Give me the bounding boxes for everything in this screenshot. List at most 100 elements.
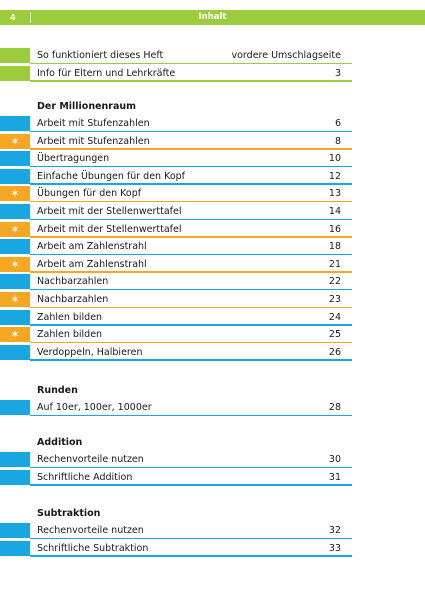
toc-entry[interactable]: Auf 10er, 100er, 1000er 28 (0, 399, 352, 416)
toc-entry-label: So funktioniert dieses Heft (37, 50, 164, 61)
toc-entry-page: 22 (328, 276, 341, 288)
toc-entry-page: 25 (328, 329, 341, 341)
toc-entry-label: Arbeit mit der Stellenwerttafel (37, 206, 182, 217)
color-tab (0, 274, 30, 290)
toc-entry-underline (30, 253, 352, 256)
toc-entry-underline (30, 165, 352, 168)
toc-entry-underline (30, 306, 352, 308)
toc-entry[interactable]: ✶ Zahlen bilden 25 (0, 326, 352, 344)
toc-entry-page: 24 (328, 311, 341, 323)
toc-entry-label: Info für Eltern und Lehrkräfte (37, 67, 176, 79)
toc-entry-page: 21 (328, 258, 341, 270)
toc-entry-underline (30, 288, 352, 291)
toc-entry-label: Einfache Übungen für den Kopf (37, 170, 186, 182)
section-heading: Der Millionenraum (37, 101, 137, 112)
toc-entry-underline (30, 183, 352, 185)
toc-entry-underline (30, 236, 352, 238)
toc-entry-label: Arbeit mit Stufenzahlen (37, 135, 150, 147)
toc-entry-page: 14 (328, 206, 341, 217)
toc-entry-label: Nachbarzahlen (37, 294, 109, 305)
toc-entry[interactable]: ✶ Nachbarzahlen 23 (0, 291, 352, 308)
toc-entry-underline (30, 62, 352, 64)
toc-entry-label: Arbeit mit Stufenzahlen (37, 118, 150, 129)
color-tab (0, 452, 30, 467)
toc-entry-underline (30, 341, 352, 344)
toc-entry-label: Verdoppeln, Halbieren (37, 346, 143, 358)
toc-entry-page: vordere Umschlagseite (231, 50, 341, 61)
toc-entry-underline (30, 218, 352, 220)
toc-entry[interactable]: ✶ Übungen für den Kopf 13 (0, 185, 352, 203)
toc-entry[interactable]: Schriftliche Subtraktion 33 (0, 540, 352, 557)
toc-entry-page: 18 (328, 241, 341, 253)
color-tab (0, 239, 30, 255)
toc-entry[interactable]: Übertragungen 10 (0, 150, 352, 168)
toc-entry[interactable]: So funktioniert dieses Heft vordere Umsch… (0, 47, 352, 64)
star-icon: ✶ (0, 292, 30, 307)
toc-entry[interactable]: Arbeit mit Stufenzahlen 6 (0, 115, 352, 132)
toc-entry-label: Rechenvorteile nutzen (37, 525, 144, 536)
section-heading: Addition (37, 437, 83, 448)
color-tab (0, 540, 30, 556)
toc-entry-label: Arbeit mit der Stellenwerttafel (37, 223, 182, 235)
toc-entry-page: 31 (328, 471, 341, 483)
color-tab (0, 116, 30, 131)
star-icon: ✶ (0, 327, 30, 343)
toc-entry-page: 3 (334, 67, 341, 79)
color-tab (0, 48, 30, 63)
color-tab (0, 469, 30, 485)
toc-entry-label: Nachbarzahlen (37, 276, 109, 288)
toc-entry-label: Arbeit am Zahlenstrahl (37, 241, 147, 253)
color-tab (0, 151, 30, 167)
toc-entry-page: 16 (328, 223, 341, 235)
toc-entry-underline (30, 466, 352, 468)
toc-entry-page: 13 (328, 188, 341, 200)
toc-entry-page: 32 (328, 525, 341, 536)
color-tab (0, 168, 30, 184)
toc-entry[interactable]: Einfache Übungen für den Kopf 12 (0, 168, 352, 185)
toc-entry[interactable]: ✶ Arbeit mit Stufenzahlen 8 (0, 133, 352, 150)
toc-entry-label: Schriftliche Subtraktion (37, 542, 149, 554)
toc-entry-underline (30, 555, 352, 557)
toc-entry-underline (30, 484, 352, 486)
star-icon: ✶ (0, 221, 30, 237)
toc-entry-page: 12 (328, 170, 341, 182)
toc-entry[interactable]: ✶ Arbeit am Zahlenstrahl 21 (0, 256, 352, 273)
header-divider (30, 12, 31, 23)
toc-entry-label: Zahlen bilden (37, 311, 103, 323)
toc-entry-underline (30, 80, 352, 82)
toc-entry-page: 23 (328, 294, 341, 305)
toc-entry-label: Übungen für den Kopf (37, 188, 142, 200)
toc-entry[interactable]: ✶ Arbeit mit der Stellenwerttafel 16 (0, 221, 352, 238)
toc-entry-page: 26 (328, 346, 341, 358)
toc-entry[interactable]: Info für Eltern und Lehrkräfte 3 (0, 65, 352, 82)
header-bar: 4 Inhalt (0, 10, 425, 25)
toc-entry-underline (30, 324, 352, 326)
toc-entry[interactable]: Schriftliche Addition 31 (0, 469, 352, 486)
toc-entry-page: 10 (328, 153, 341, 165)
toc-entry-label: Übertragungen (37, 153, 110, 165)
toc-entry-label: Auf 10er, 100er, 1000er (37, 402, 152, 413)
toc-entry[interactable]: Zahlen bilden 24 (0, 309, 352, 326)
toc-entry-label: Schriftliche Addition (37, 471, 133, 483)
color-tab (0, 204, 30, 219)
page-title: Inhalt (198, 12, 227, 22)
color-tab (0, 400, 30, 415)
section-heading: Runden (37, 385, 78, 396)
toc-entry[interactable]: Rechenvorteile nutzen 30 (0, 451, 352, 468)
star-icon: ✶ (0, 186, 30, 202)
toc-entry-page: 8 (334, 135, 341, 147)
toc-entry-underline (30, 130, 352, 132)
toc-entry-underline (30, 359, 352, 361)
toc-entry-label: Rechenvorteile nutzen (37, 454, 144, 465)
toc-entry-page: 28 (328, 402, 341, 413)
toc-entry[interactable]: Rechenvorteile nutzen 32 (0, 522, 352, 539)
toc-entry[interactable]: Arbeit am Zahlenstrahl 18 (0, 238, 352, 256)
toc-entry-underline (30, 200, 352, 203)
color-tab (0, 65, 30, 81)
toc-entry[interactable]: Nachbarzahlen 22 (0, 273, 352, 291)
color-tab (0, 309, 30, 325)
color-tab (0, 523, 30, 538)
toc-entry[interactable]: Arbeit mit der Stellenwerttafel 14 (0, 203, 352, 220)
toc-entry[interactable]: Verdoppeln, Halbieren 26 (0, 344, 352, 361)
toc-entry-page: 30 (328, 454, 341, 465)
